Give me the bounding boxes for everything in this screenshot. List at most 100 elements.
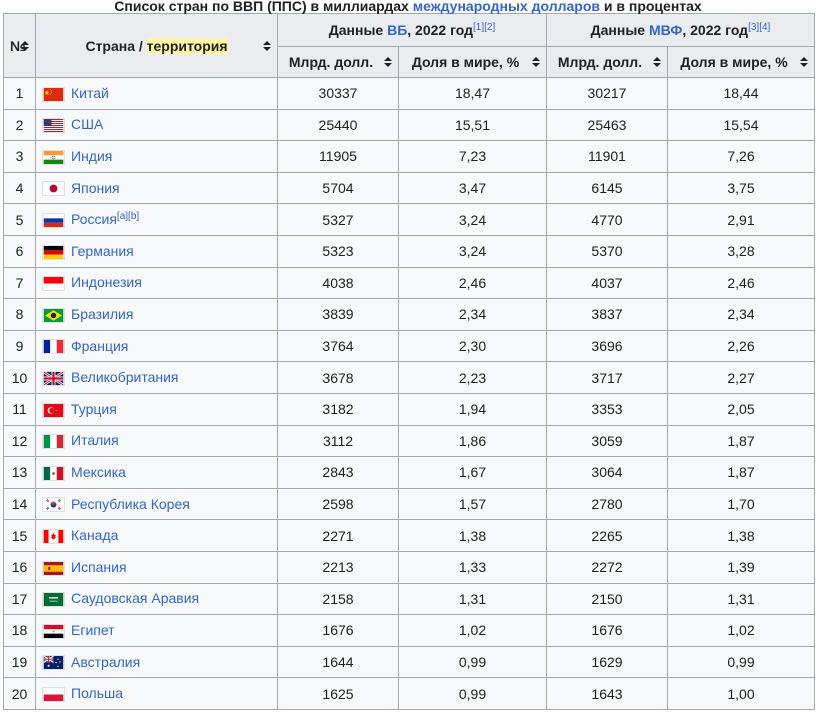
country-link[interactable]: Россия bbox=[71, 211, 117, 228]
country-link[interactable]: США bbox=[71, 116, 104, 133]
imf-share-cell: 2,46 bbox=[667, 266, 815, 300]
imf-refs[interactable]: [3][4] bbox=[748, 22, 771, 33]
imf-bln-cell: 1643 bbox=[546, 677, 668, 710]
table-row: 5 Россия[a][b] 5327 3,24 4770 2,91 bbox=[3, 203, 815, 236]
country-link[interactable]: Франция bbox=[71, 337, 129, 354]
imf-bln-header[interactable]: Млрд. долл. bbox=[546, 46, 668, 78]
italy-flag bbox=[42, 434, 65, 450]
wb-share-cell: 7,23 bbox=[398, 140, 547, 173]
wb-share-cell: 2,30 bbox=[398, 329, 547, 363]
country-link[interactable]: Великобритания bbox=[71, 369, 179, 386]
germany-flag bbox=[42, 244, 65, 260]
wb-share-header[interactable]: Доля в мире, % bbox=[398, 46, 547, 78]
country-link[interactable]: Египет bbox=[71, 621, 115, 638]
table-row: 4 Япония 5704 3,47 6145 3,75 bbox=[3, 171, 815, 205]
imf-bln-cell: 3059 bbox=[546, 424, 668, 458]
country-link[interactable]: Польша bbox=[71, 685, 124, 702]
country-cell: Япония bbox=[35, 171, 278, 205]
japan-flag bbox=[42, 181, 65, 197]
wb-bln-cell: 2271 bbox=[277, 519, 399, 552]
country-link[interactable]: Германия bbox=[71, 242, 134, 259]
wb-share-cell: 0,99 bbox=[398, 645, 547, 679]
wb-bln-cell: 30337 bbox=[277, 77, 399, 110]
imf-share-cell: 1,00 bbox=[667, 677, 815, 710]
table-row: 9 Франция 3764 2,30 3696 2,26 bbox=[3, 329, 815, 363]
imf-bln-cell: 1629 bbox=[546, 645, 668, 679]
country-refs[interactable]: [a][b] bbox=[116, 211, 140, 223]
rank-cell: 12 bbox=[3, 424, 36, 458]
imf-share-cell: 15,54 bbox=[667, 108, 815, 142]
table-row: 2 США 25440 15,51 25463 15,54 bbox=[3, 108, 815, 142]
wb-bln-cell: 3839 bbox=[277, 298, 399, 331]
caption-suffix: и в процентах bbox=[599, 0, 702, 14]
wb-share-cell: 3,47 bbox=[398, 171, 547, 205]
country-link[interactable]: Индонезия bbox=[71, 274, 142, 291]
country-cell: Китай bbox=[35, 77, 278, 110]
country-cell: Польша bbox=[35, 677, 278, 710]
brazil-flag bbox=[42, 307, 65, 323]
wb-share-cell: 0,99 bbox=[398, 677, 547, 710]
imf-share-cell: 3,75 bbox=[667, 171, 815, 205]
imf-share-cell: 2,05 bbox=[667, 392, 815, 426]
country-link[interactable]: Бразилия bbox=[71, 306, 134, 323]
wb-bln-cell: 3764 bbox=[277, 329, 399, 363]
wb-bln-header[interactable]: Млрд. долл. bbox=[277, 46, 399, 78]
imf-bln-cell: 5370 bbox=[546, 234, 668, 268]
imf-header: Данные МВФ, 2022 год[3][4] bbox=[546, 13, 815, 47]
imf-bln-cell: 25463 bbox=[546, 108, 668, 142]
rank-cell: 6 bbox=[3, 234, 36, 268]
imf-link[interactable]: МВФ bbox=[648, 22, 683, 38]
imf-bln-cell: 2265 bbox=[546, 519, 668, 552]
table-row: 18 Египет 1676 1,02 1676 1,02 bbox=[3, 614, 815, 647]
wb-link[interactable]: ВБ bbox=[387, 22, 408, 38]
wb-share-cell: 3,24 bbox=[398, 234, 547, 268]
country-link[interactable]: Япония bbox=[71, 179, 120, 196]
country-link[interactable]: Республика Корея bbox=[71, 495, 190, 512]
wb-share-cell: 1,02 bbox=[398, 614, 547, 647]
wb-bln-cell: 1676 bbox=[277, 614, 399, 647]
rank-cell: 20 bbox=[3, 677, 36, 710]
rank-cell: 1 bbox=[3, 77, 36, 110]
caption-link[interactable]: международных долларов bbox=[412, 0, 600, 14]
country-cell: Германия bbox=[35, 234, 278, 268]
wb-bln-cell: 4038 bbox=[277, 266, 399, 300]
wb-share-cell: 2,23 bbox=[398, 361, 547, 394]
wb-refs[interactable]: [1][2] bbox=[472, 22, 496, 33]
table-caption: Список стран по ВВП (ППС) в миллиардах м… bbox=[0, 0, 816, 13]
country-link[interactable]: Индия bbox=[71, 148, 113, 165]
poland-flag bbox=[42, 686, 65, 702]
country-cell: Испания bbox=[35, 550, 278, 584]
country-link[interactable]: Мексика bbox=[71, 464, 126, 481]
wb-bln-cell: 1625 bbox=[277, 677, 399, 710]
indonesia-flag bbox=[42, 276, 65, 292]
rank-cell: 8 bbox=[3, 298, 36, 331]
imf-share-header[interactable]: Доля в мире, % bbox=[667, 46, 815, 78]
country-link[interactable]: Китай bbox=[71, 84, 109, 101]
country-cell: США bbox=[35, 108, 278, 142]
rank-cell: 19 bbox=[3, 645, 36, 679]
country-link[interactable]: Австралия bbox=[71, 653, 141, 670]
country-link[interactable]: Турция bbox=[71, 400, 117, 417]
imf-bln-cell: 1676 bbox=[546, 614, 668, 647]
imf-bln-cell: 11901 bbox=[546, 140, 668, 173]
imf-share-cell: 1,87 bbox=[667, 456, 815, 489]
wb-share-cell: 1,38 bbox=[398, 519, 547, 552]
wb-share-cell: 15,51 bbox=[398, 108, 547, 142]
country-link[interactable]: Италия bbox=[71, 432, 119, 449]
rank-header[interactable]: № bbox=[3, 13, 36, 78]
country-cell: Бразилия bbox=[35, 298, 278, 331]
country-link[interactable]: Испания bbox=[71, 558, 127, 575]
rank-cell: 17 bbox=[3, 582, 36, 616]
imf-bln-cell: 3064 bbox=[546, 456, 668, 489]
wb-share-cell: 1,57 bbox=[398, 487, 547, 521]
country-header-highlight: территория bbox=[146, 37, 228, 54]
russia-flag bbox=[42, 213, 65, 229]
rank-cell: 11 bbox=[3, 392, 36, 426]
wb-bln-cell: 3678 bbox=[277, 361, 399, 394]
country-link[interactable]: Канада bbox=[71, 527, 119, 544]
country-cell: Турция bbox=[35, 392, 278, 426]
country-header[interactable]: Страна / территория bbox=[35, 13, 278, 78]
country-link[interactable]: Саудовская Аравия bbox=[71, 590, 200, 607]
rank-cell: 5 bbox=[3, 203, 36, 236]
imf-bln-cell: 2272 bbox=[546, 550, 668, 584]
